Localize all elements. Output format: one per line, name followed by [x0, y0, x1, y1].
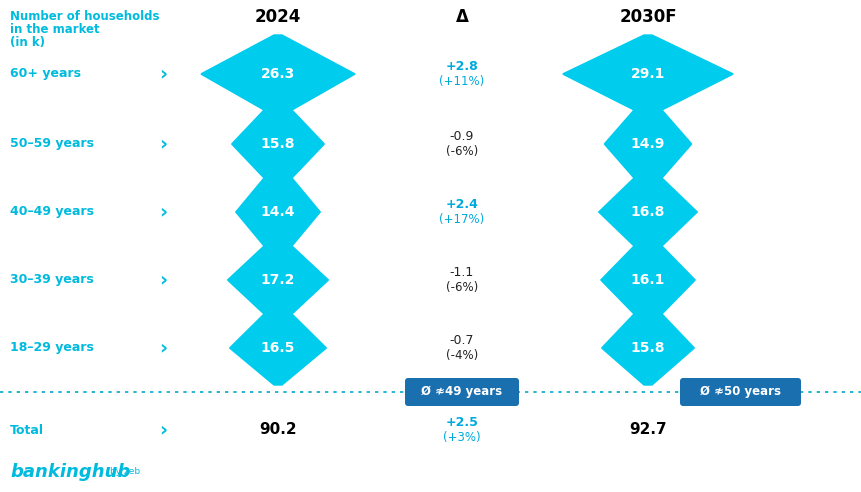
Text: 60+ years: 60+ years	[10, 67, 81, 81]
Text: 30–39 years: 30–39 years	[10, 274, 94, 286]
Text: ›: ›	[158, 338, 167, 358]
Polygon shape	[562, 35, 732, 385]
Text: -0.9: -0.9	[449, 130, 474, 144]
Text: 15.8: 15.8	[630, 341, 665, 355]
Text: 50–59 years: 50–59 years	[10, 137, 94, 151]
Text: 92.7: 92.7	[629, 423, 666, 437]
Text: (-4%): (-4%)	[445, 348, 478, 362]
Text: Ø ≉49 years: Ø ≉49 years	[421, 386, 502, 399]
Text: +2.8: +2.8	[445, 61, 478, 73]
Text: ›: ›	[158, 421, 167, 439]
Text: +2.5: +2.5	[445, 417, 478, 430]
Text: Total: Total	[10, 424, 44, 436]
Text: ›: ›	[158, 271, 167, 289]
Text: 40–49 years: 40–49 years	[10, 206, 94, 218]
Text: -0.7: -0.7	[449, 335, 474, 347]
Text: 29.1: 29.1	[630, 67, 665, 81]
Text: (-6%): (-6%)	[445, 145, 478, 157]
Polygon shape	[201, 35, 355, 385]
Text: ›: ›	[158, 203, 167, 221]
Text: by zeb: by zeb	[110, 466, 140, 475]
Text: +2.4: +2.4	[445, 198, 478, 212]
FancyBboxPatch shape	[405, 378, 518, 406]
FancyBboxPatch shape	[679, 378, 800, 406]
Text: ›: ›	[158, 64, 167, 84]
Text: (-6%): (-6%)	[445, 280, 478, 294]
Text: (+17%): (+17%)	[439, 213, 484, 225]
Text: in the market: in the market	[10, 23, 100, 36]
Text: (in k): (in k)	[10, 36, 45, 49]
Text: 16.5: 16.5	[261, 341, 294, 355]
Text: 2030F: 2030F	[618, 8, 676, 26]
Text: Ø ≉50 years: Ø ≉50 years	[699, 386, 780, 399]
Text: 15.8: 15.8	[260, 137, 295, 151]
Text: (+3%): (+3%)	[443, 430, 480, 443]
Text: 16.8: 16.8	[630, 205, 665, 219]
Text: 18–29 years: 18–29 years	[10, 341, 94, 355]
Text: ›: ›	[158, 134, 167, 154]
Text: 26.3: 26.3	[261, 67, 294, 81]
Text: bankinghub: bankinghub	[10, 463, 130, 481]
Text: Δ: Δ	[455, 8, 468, 26]
Text: 2024: 2024	[255, 8, 300, 26]
Text: 17.2: 17.2	[261, 273, 294, 287]
Text: 90.2: 90.2	[259, 423, 296, 437]
Text: 14.4: 14.4	[260, 205, 295, 219]
Text: -1.1: -1.1	[449, 267, 474, 279]
Text: (+11%): (+11%)	[439, 74, 484, 88]
Text: 14.9: 14.9	[630, 137, 665, 151]
Text: Number of households: Number of households	[10, 10, 159, 23]
Text: 16.1: 16.1	[630, 273, 665, 287]
